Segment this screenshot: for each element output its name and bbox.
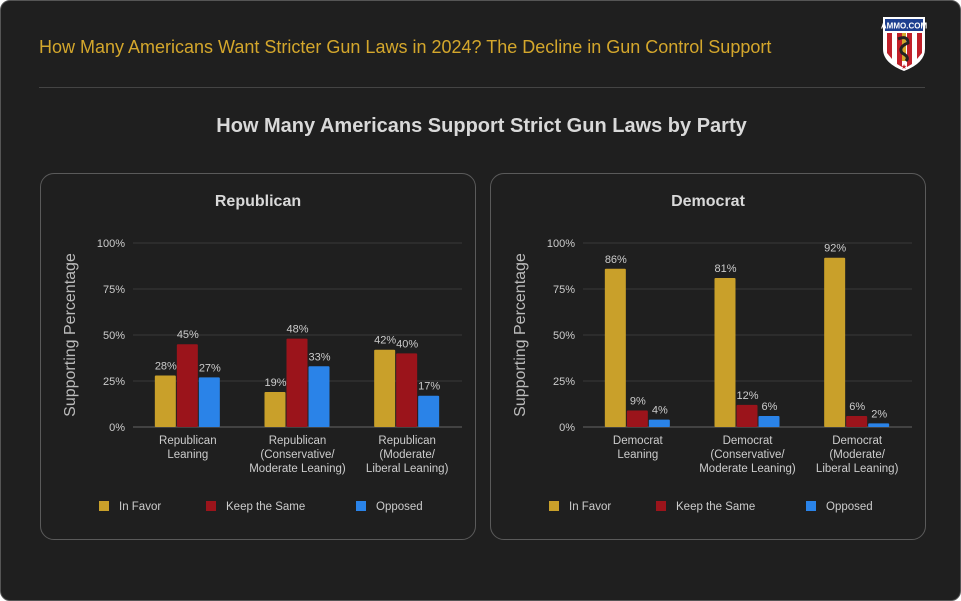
data-label: 2% xyxy=(871,408,887,420)
data-label: 6% xyxy=(849,401,865,413)
data-label: 45% xyxy=(177,329,199,341)
bar xyxy=(418,395,440,427)
bar xyxy=(648,419,670,427)
bar xyxy=(374,349,396,427)
legend-swatch xyxy=(549,501,559,511)
x-tick-label: (Moderate/ xyxy=(829,449,885,461)
chart-republican: Republican Supporting Percentage 0% 25% 50% 7… xyxy=(62,193,462,513)
y-tick-label: 100% xyxy=(97,238,125,250)
page-title: How Many Americans Want Stricter Gun Law… xyxy=(39,37,772,57)
x-tick-label: (Conservative/ xyxy=(710,449,785,461)
legend-swatch xyxy=(99,501,109,511)
y-tick-label: 75% xyxy=(553,284,575,296)
x-tick-label: (Conservative/ xyxy=(260,449,335,461)
legend-label: In Favor xyxy=(119,501,161,513)
legend-swatch xyxy=(356,501,366,511)
y-tick-label: 0% xyxy=(109,422,125,434)
divider xyxy=(39,87,925,88)
data-label: 81% xyxy=(714,263,736,275)
x-tick-label: Moderate Leaning) xyxy=(699,463,796,475)
data-label: 6% xyxy=(762,401,778,413)
bar xyxy=(626,410,648,427)
x-tick-label: Democrat xyxy=(723,435,774,447)
x-tick-label: Liberal Leaning) xyxy=(366,463,449,475)
data-label: 42% xyxy=(374,335,396,347)
legend-swatch xyxy=(806,501,816,511)
x-tick-label: Liberal Leaning) xyxy=(816,463,899,475)
data-label: 27% xyxy=(199,362,221,374)
bar xyxy=(176,344,198,427)
x-tick-label: Republican xyxy=(378,435,436,447)
panel-democrat: Democrat Supporting Percentage 0% 25% 50% 75%… xyxy=(490,173,926,540)
x-tick-label: Republican xyxy=(269,435,327,447)
x-tick-label: Democrat xyxy=(613,435,664,447)
data-label: 4% xyxy=(652,405,668,417)
data-label: 92% xyxy=(824,243,846,255)
data-label: 40% xyxy=(396,338,418,350)
chart-subtitle: How Many Americans Support Strict Gun La… xyxy=(216,115,747,137)
svg-text:AMMO.COM: AMMO.COM xyxy=(881,22,927,31)
y-axis-label: Supporting Percentage xyxy=(512,253,529,417)
data-label: 12% xyxy=(736,390,758,402)
legend-label: In Favor xyxy=(569,501,611,513)
panel-republican: Republican Supporting Percentage 0% 25% 50% 7… xyxy=(40,173,476,540)
chart-title: Democrat xyxy=(671,193,745,210)
y-tick-label: 75% xyxy=(103,284,125,296)
y-tick-label: 50% xyxy=(553,330,575,342)
legend-label: Opposed xyxy=(376,501,423,513)
bar xyxy=(736,404,758,427)
bar xyxy=(846,415,868,427)
legend-swatch xyxy=(656,501,666,511)
bar xyxy=(396,353,418,427)
bar xyxy=(198,377,220,427)
data-label: 19% xyxy=(264,377,286,389)
data-label: 86% xyxy=(605,254,627,266)
ammo-logo: AMMO.COM ★ xyxy=(881,17,927,71)
y-tick-label: 0% xyxy=(559,422,575,434)
y-axis-label: Supporting Percentage xyxy=(62,253,79,417)
legend-label: Opposed xyxy=(826,501,873,513)
bar xyxy=(758,415,780,427)
data-label: 33% xyxy=(308,351,330,363)
x-tick-label: Democrat xyxy=(832,435,883,447)
x-tick-label: Moderate Leaning) xyxy=(249,463,346,475)
bar xyxy=(824,257,846,427)
x-tick-label: Republican xyxy=(159,435,217,447)
bar xyxy=(286,338,308,427)
chart-title: Republican xyxy=(215,193,301,210)
x-tick-label: Leaning xyxy=(167,449,208,461)
y-tick-label: 50% xyxy=(103,330,125,342)
data-label: 28% xyxy=(155,360,177,372)
chart-democrat: Democrat Supporting Percentage 0% 25% 50% 75%… xyxy=(512,193,912,513)
bar xyxy=(264,392,286,427)
y-tick-label: 25% xyxy=(553,376,575,388)
legend-label: Keep the Same xyxy=(676,501,755,513)
legend-swatch xyxy=(206,501,216,511)
y-tick-label: 25% xyxy=(103,376,125,388)
svg-text:★: ★ xyxy=(901,63,907,71)
legend-label: Keep the Same xyxy=(226,501,305,513)
bar xyxy=(154,375,176,427)
y-tick-label: 100% xyxy=(547,238,575,250)
bar xyxy=(604,268,626,427)
data-label: 17% xyxy=(418,381,440,393)
x-tick-label: Leaning xyxy=(617,449,658,461)
x-tick-label: (Moderate/ xyxy=(379,449,435,461)
bar xyxy=(714,277,736,427)
bar xyxy=(868,423,890,427)
bar xyxy=(308,366,330,427)
data-label: 9% xyxy=(630,395,646,407)
data-label: 48% xyxy=(286,324,308,336)
